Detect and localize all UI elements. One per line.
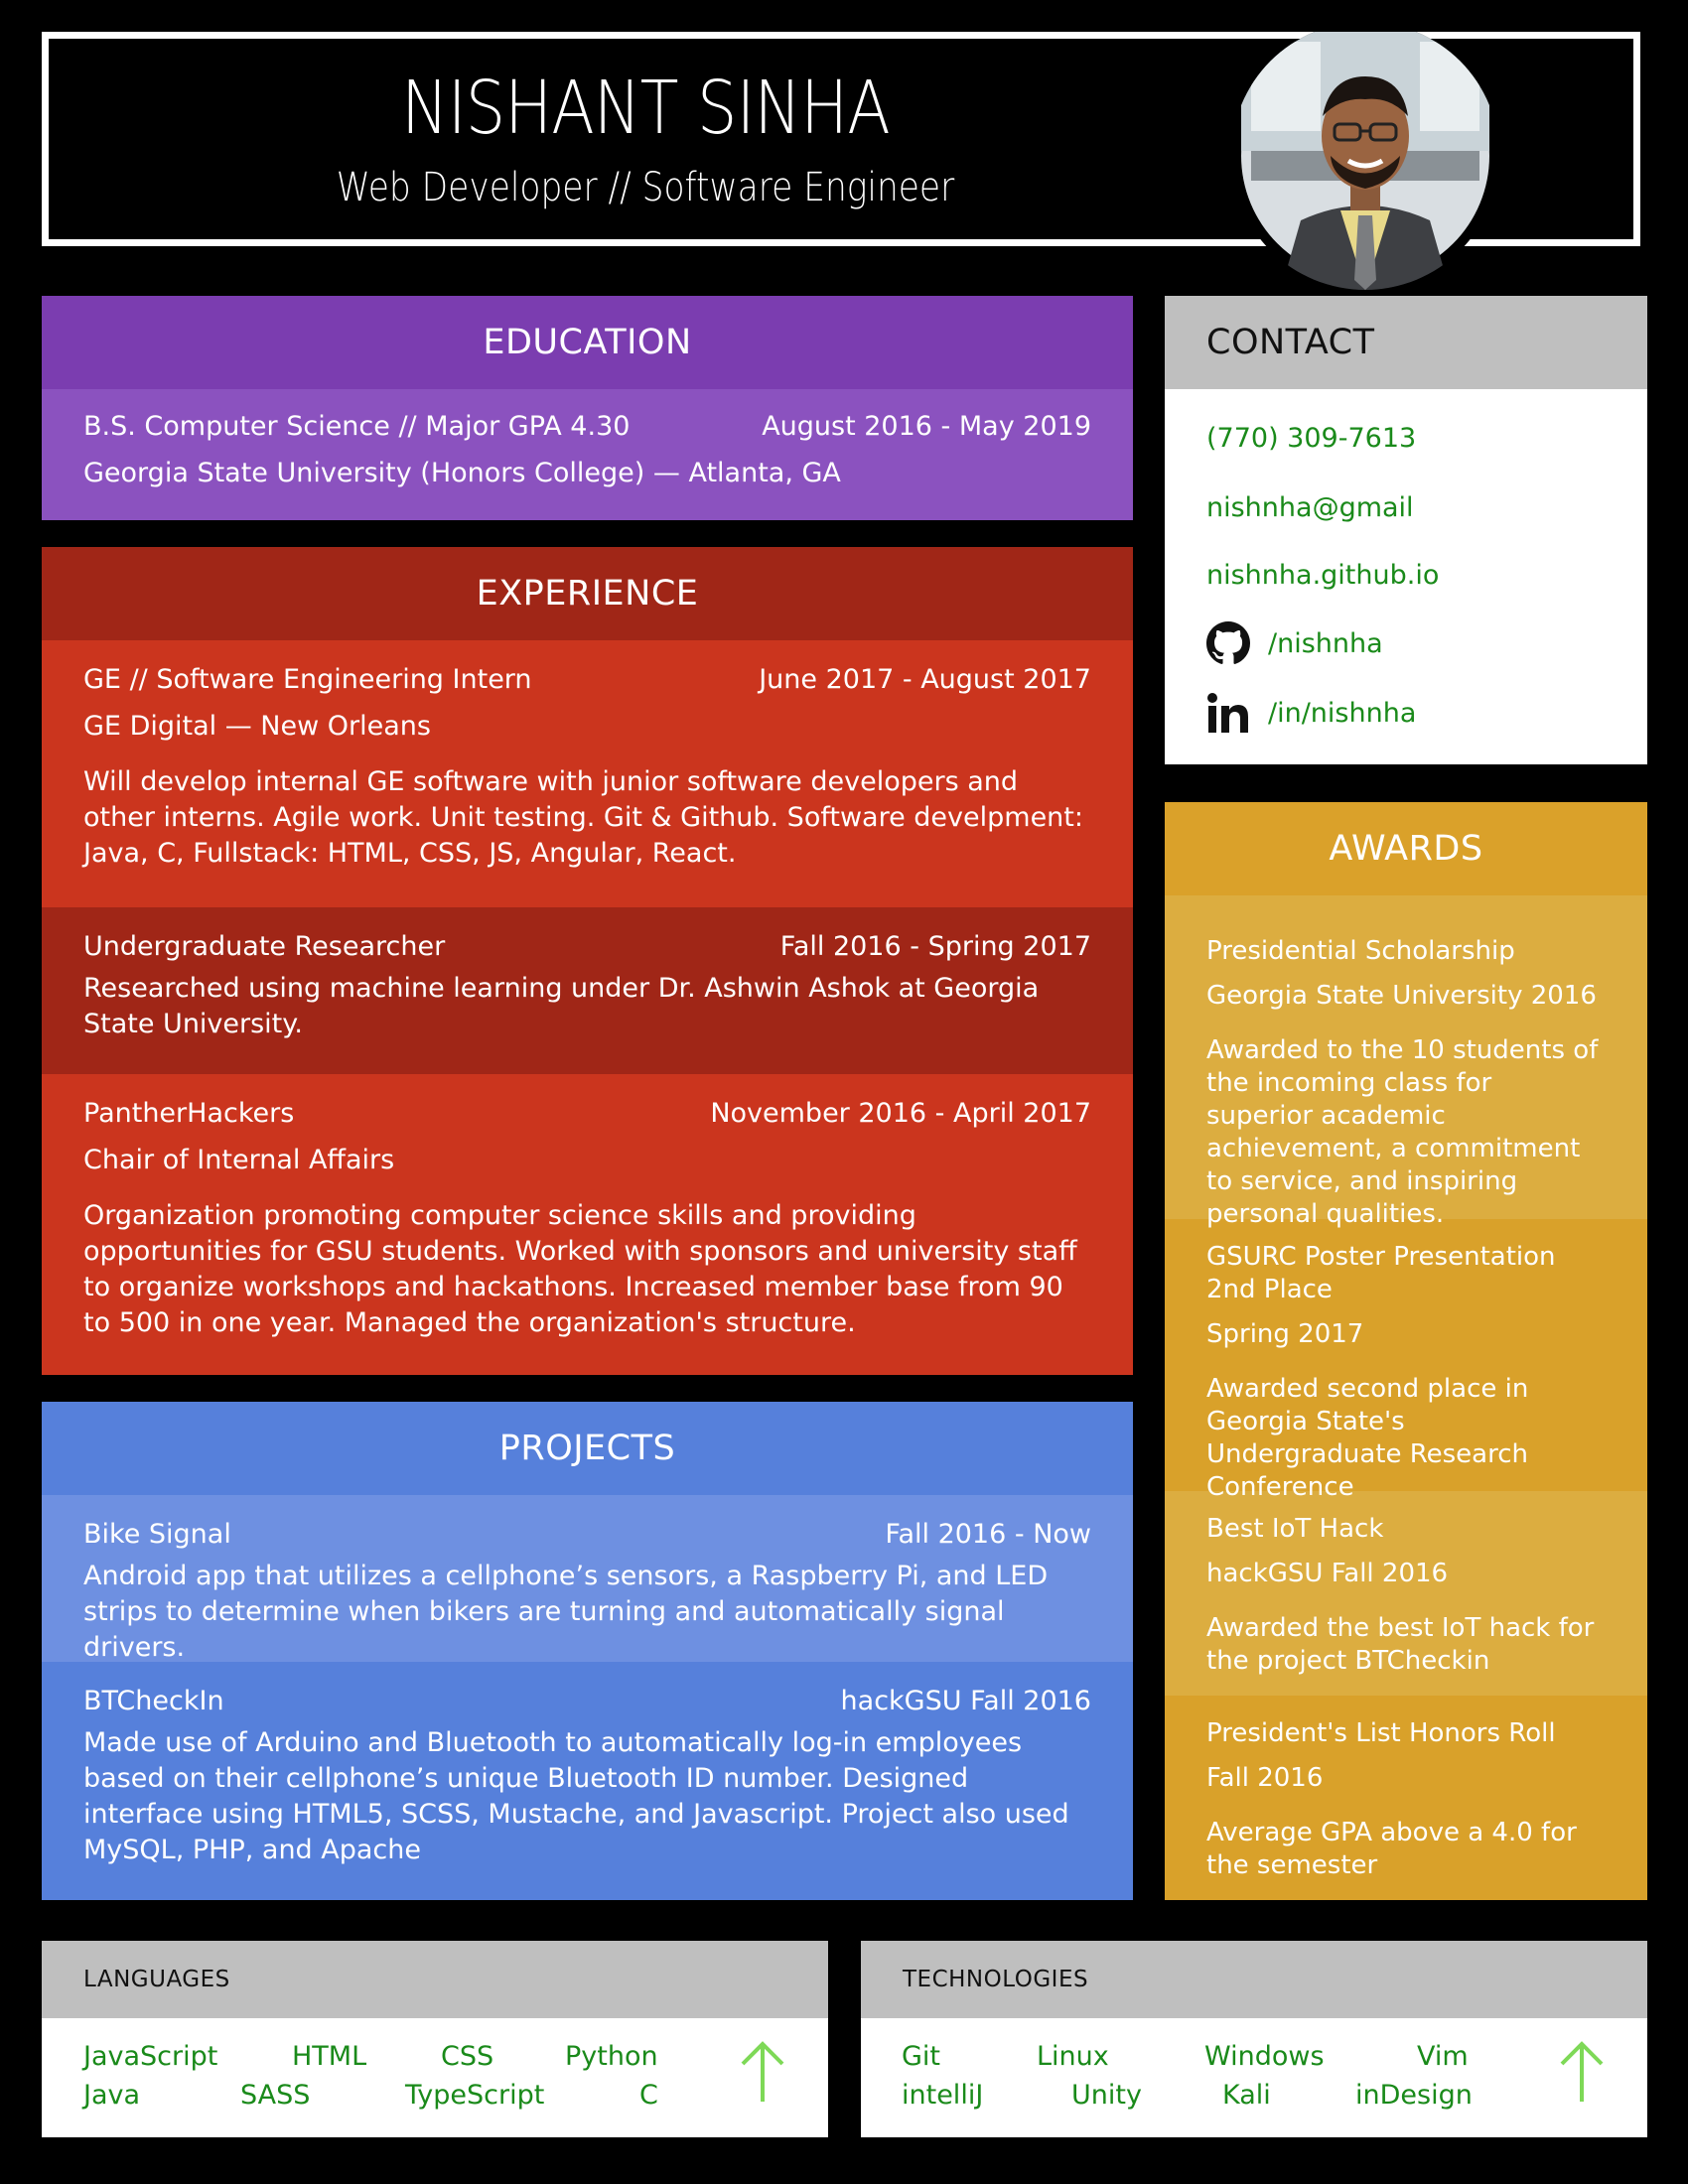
project-name: BTCheckIn (83, 1686, 224, 1716)
award-item: Best IoT Hack hackGSU Fall 2016 Awarded … (1165, 1491, 1647, 1696)
experience-section: EXPERIENCE GE // Software Engineering In… (42, 547, 1133, 1375)
arrow-up-icon[interactable] (739, 2040, 786, 2108)
education-school: Georgia State University (Honors College… (83, 458, 841, 488)
language-item: Python (565, 2041, 658, 2072)
language-item: TypeScript (405, 2080, 545, 2111)
language-item: Java (83, 2080, 141, 2111)
experience-title: EXPERIENCE (42, 547, 1133, 640)
experience-description: Organization promoting computer science … (83, 1200, 1077, 1338)
technology-item: intelliJ (902, 2080, 984, 2111)
education-degree: B.S. Computer Science // Major GPA 4.30 (83, 411, 631, 442)
award-when: hackGSU Fall 2016 (1206, 1559, 1449, 1588)
awards-section: AWARDS Presidential Scholarship Georgia … (1165, 802, 1647, 1900)
contact-github-label: /nishnha (1268, 627, 1383, 659)
award-name: Presidential Scholarship (1206, 936, 1515, 966)
experience-description: Researched using machine learning under … (83, 973, 1040, 1039)
technology-item: Unity (1071, 2080, 1142, 2111)
experience-org: GE Digital — New Orleans (83, 711, 431, 742)
arrow-up-icon[interactable] (1558, 2040, 1606, 2108)
language-item: HTML (292, 2041, 367, 2072)
contact-linkedin-label: /in/nishnha (1268, 697, 1417, 729)
experience-role: GE // Software Engineering Intern (83, 664, 532, 695)
award-description: Awarded second place in Georgia State's … (1206, 1374, 1529, 1502)
contact-phone[interactable]: (770) 309-7613 (1206, 423, 1417, 454)
education-section: EDUCATION B.S. Computer Science // Major… (42, 296, 1133, 520)
header-box (42, 32, 1640, 246)
language-item: JavaScript (83, 2041, 218, 2072)
linkedin-icon (1206, 691, 1250, 735)
projects-title: PROJECTS (42, 1402, 1133, 1495)
language-item: CSS (441, 2041, 494, 2072)
technologies-title: TECHNOLOGIES (861, 1941, 1647, 2018)
technology-item: Windows (1204, 2041, 1325, 2072)
award-when: Fall 2016 (1206, 1763, 1324, 1793)
experience-dates: June 2017 - August 2017 (759, 664, 1091, 695)
language-item: SASS (240, 2080, 311, 2111)
experience-dates: Fall 2016 - Spring 2017 (779, 931, 1091, 962)
contact-title: CONTACT (1165, 296, 1647, 389)
experience-item: GE // Software Engineering Intern June 2… (42, 640, 1133, 907)
award-description: Awarded the best IoT hack for the projec… (1206, 1613, 1595, 1676)
github-icon (1206, 621, 1250, 665)
technology-item: Git (902, 2041, 941, 2072)
education-entry: B.S. Computer Science // Major GPA 4.30 … (42, 389, 1133, 520)
award-description: Average GPA above a 4.0 for the semester (1206, 1818, 1577, 1880)
award-name: GSURC Poster Presentation 2nd Place (1206, 1242, 1556, 1304)
language-item: C (639, 2080, 658, 2111)
project-item: Bike Signal Fall 2016 - Now Android app … (42, 1495, 1133, 1663)
technology-item: Vim (1417, 2041, 1469, 2072)
award-when: Georgia State University 2016 (1206, 981, 1597, 1011)
experience-description: Will develop internal GE software with j… (83, 766, 1083, 869)
experience-item: Undergraduate Researcher Fall 2016 - Spr… (42, 907, 1133, 1074)
education-dates: August 2016 - May 2019 (762, 411, 1091, 442)
technology-item: Kali (1222, 2080, 1271, 2111)
award-item: Presidential Scholarship Georgia State U… (1165, 895, 1647, 1229)
languages-section: LANGUAGES JavaScript HTML CSS Python Jav… (42, 1941, 828, 2137)
project-description: Made use of Arduino and Bluetooth to aut… (83, 1727, 1069, 1865)
technology-item: Linux (1037, 2041, 1109, 2072)
project-description: Android app that utilizes a cellphone’s … (83, 1561, 1049, 1663)
contact-github-link[interactable]: /nishnha (1206, 621, 1383, 665)
award-description: Awarded to the 10 students of the incomi… (1206, 1035, 1599, 1229)
award-name: President's List Honors Roll (1206, 1718, 1556, 1748)
award-when: Spring 2017 (1206, 1319, 1364, 1349)
experience-org: Chair of Internal Affairs (83, 1145, 395, 1175)
contact-linkedin-link[interactable]: /in/nishnha (1206, 691, 1416, 735)
experience-item: PantherHackers November 2016 - April 201… (42, 1074, 1133, 1375)
header-subtitle: Web Developer // Software Engineer (336, 165, 955, 210)
profile-photo (1231, 22, 1499, 290)
education-title: EDUCATION (42, 296, 1133, 389)
contact-email[interactable]: nishnha@gmail (1206, 492, 1414, 523)
technologies-section: TECHNOLOGIES Git Linux Windows Vim intel… (861, 1941, 1647, 2137)
contact-website[interactable]: nishnha.github.io (1206, 560, 1440, 591)
award-name: Best IoT Hack (1206, 1514, 1384, 1544)
award-item: GSURC Poster Presentation 2nd Place Spri… (1165, 1219, 1647, 1502)
experience-role: PantherHackers (83, 1098, 295, 1129)
header-name: NISHANT SINHA (401, 66, 891, 151)
project-item: BTCheckIn hackGSU Fall 2016 Made use of … (42, 1662, 1133, 1900)
projects-section: PROJECTS Bike Signal Fall 2016 - Now And… (42, 1402, 1133, 1900)
project-dates: hackGSU Fall 2016 (840, 1686, 1091, 1716)
project-name: Bike Signal (83, 1519, 231, 1550)
technology-item: inDesign (1355, 2080, 1473, 2111)
project-dates: Fall 2016 - Now (885, 1519, 1091, 1550)
contact-section: CONTACT (770) 309-7613 nishnha@gmail nis… (1165, 296, 1647, 764)
experience-role: Undergraduate Researcher (83, 931, 446, 962)
awards-title: AWARDS (1165, 802, 1647, 895)
award-item: President's List Honors Roll Fall 2016 A… (1165, 1696, 1647, 1900)
languages-title: LANGUAGES (42, 1941, 828, 2018)
experience-dates: November 2016 - April 2017 (710, 1098, 1091, 1129)
